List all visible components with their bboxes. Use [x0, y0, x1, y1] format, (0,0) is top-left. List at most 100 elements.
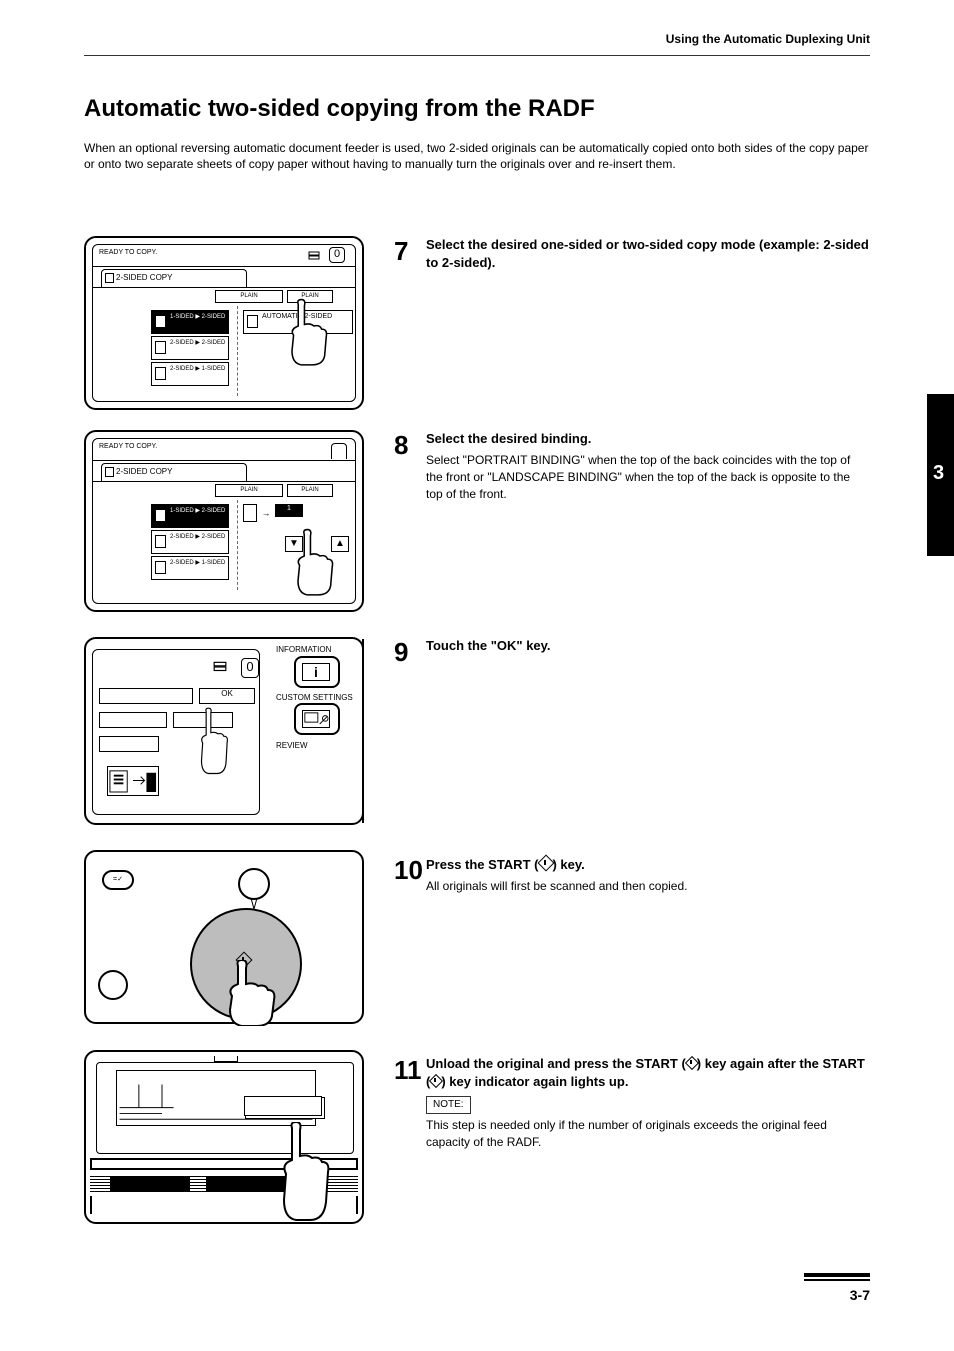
- step-lead: Select the desired binding.: [426, 430, 870, 448]
- lcd-tab: 2-SIDED COPY: [101, 269, 247, 287]
- step-number: 7: [394, 236, 408, 267]
- header-rule: [84, 55, 870, 56]
- running-header: Using the Automatic Duplexing Unit: [666, 32, 870, 46]
- lead-pre: Press the START (: [426, 857, 538, 872]
- custom-label: CUSTOM SETTINGS: [276, 694, 358, 701]
- page-number: 3-7: [850, 1287, 870, 1303]
- mode-btn-2to1[interactable]: 2-SIDED ▶ 1-SIDED: [151, 362, 229, 386]
- mode-btn-2to2[interactable]: 2-SIDED ▶ 2-SIDED: [151, 530, 229, 554]
- spinner-value: 1: [275, 504, 303, 517]
- section-title: Automatic two-sided copying from the RAD…: [84, 95, 595, 123]
- step-number: 11: [394, 1055, 422, 1086]
- paper-sheet-icon: [244, 1096, 322, 1116]
- settings-icon: [302, 710, 330, 728]
- edge-stripe: [362, 639, 364, 823]
- illustration-step-11: [84, 1050, 364, 1224]
- doc-icon: [105, 467, 114, 477]
- step-lead: Touch the "OK" key.: [426, 637, 870, 655]
- arrow-icon: →: [261, 504, 270, 518]
- counter-display: [331, 443, 347, 459]
- btn-label: 2-SIDED ▶ 2-SIDED: [170, 534, 225, 540]
- review-label: REVIEW: [276, 741, 358, 750]
- lcd-field: [99, 736, 159, 752]
- mode-btn-1to2[interactable]: 1-SIDED ▶ 2-SIDED: [151, 504, 229, 528]
- lead-pre: Unload the original and press the START …: [426, 1056, 686, 1071]
- lcd-tab: 2-SIDED COPY: [101, 463, 247, 481]
- doc-icon: [243, 504, 257, 522]
- tray-icon: [308, 249, 320, 261]
- start-icon: [430, 1076, 441, 1087]
- counter-display: 0: [241, 658, 259, 678]
- step-number: 9: [394, 637, 408, 668]
- step-body: All originals will first be scanned and …: [426, 878, 870, 895]
- step-lead: Select the desired one-sided or two-side…: [426, 236, 870, 272]
- btn-label: 2-SIDED ▶ 1-SIDED: [170, 560, 225, 566]
- paper-type-1: PLAIN: [215, 290, 283, 303]
- doc-stack-icon: [107, 766, 159, 796]
- hard-button-panel: INFORMATION i CUSTOM SETTINGS REVIEW: [276, 645, 358, 752]
- btn-label: 2-SIDED ▶ 1-SIDED: [170, 366, 225, 372]
- doc-icon: [105, 273, 114, 283]
- mode-btn-2to1[interactable]: 2-SIDED ▶ 1-SIDED: [151, 556, 229, 580]
- hand-pointer-icon: [266, 1122, 336, 1222]
- doc-icon: [155, 341, 166, 354]
- led-indicator: [238, 868, 270, 900]
- step-number: 10: [394, 855, 423, 886]
- intro-paragraph: When an optional reversing automatic doc…: [84, 140, 870, 172]
- illustration-step-10: =✓: [84, 850, 364, 1024]
- aux-button[interactable]: =✓: [102, 870, 134, 890]
- lcd-ready-text: READY TO COPY.: [99, 249, 157, 256]
- lcd-field: [99, 688, 193, 704]
- step-body: Select "PORTRAIT BINDING" when the top o…: [426, 452, 870, 502]
- info-label: INFORMATION: [276, 645, 358, 654]
- hand-pointer-icon: [276, 298, 336, 368]
- doc-icon: [247, 315, 258, 328]
- radf-notch: [214, 1056, 238, 1062]
- start-icon: [538, 857, 552, 871]
- step-number: 8: [394, 430, 408, 461]
- step-note: NOTE: This step is needed only if the nu…: [426, 1095, 870, 1151]
- divider: [237, 500, 238, 590]
- lcd-tab-label: 2-SIDED COPY: [116, 273, 172, 282]
- doc-icon: [155, 367, 166, 380]
- side-tab-num: 3: [933, 462, 944, 485]
- illustration-step-9: 0 OK INFORMATION i CUSTOM SETTINGS REVIE…: [84, 637, 364, 825]
- illustration-step-7: READY TO COPY. 0 2-SIDED COPY PLAIN PLAI…: [84, 236, 364, 410]
- doc-icon: [155, 315, 166, 328]
- hand-pointer-icon: [182, 707, 242, 777]
- hand-pointer-icon: [282, 528, 342, 598]
- lcd-tab-label: 2-SIDED COPY: [116, 467, 172, 476]
- mode-btn-2to2[interactable]: 2-SIDED ▶ 2-SIDED: [151, 336, 229, 360]
- btn-label: 1-SIDED ▶ 2-SIDED: [170, 508, 225, 514]
- note-label: NOTE:: [426, 1096, 471, 1114]
- lcd-ready-text: READY TO COPY.: [99, 443, 157, 450]
- aux-round-button[interactable]: [98, 970, 128, 1000]
- step-lead: Press the START ( ) key.: [426, 855, 870, 874]
- side-tab: 3: [927, 394, 954, 556]
- tray-icon: [213, 660, 227, 674]
- doc-icon: [155, 509, 166, 522]
- doc-icon: [155, 535, 166, 548]
- lead-post: ) key.: [552, 857, 584, 872]
- start-icon: [686, 1058, 697, 1069]
- divider: [237, 306, 238, 396]
- btn-label: 2-SIDED ▶ 2-SIDED: [170, 340, 225, 346]
- info-icon: i: [302, 663, 330, 681]
- ok-button[interactable]: OK: [199, 688, 255, 704]
- lead-post2: ) key indicator again lights up.: [441, 1074, 628, 1089]
- mode-btn-1to2[interactable]: 1-SIDED ▶ 2-SIDED: [151, 310, 229, 334]
- lcd-field: [99, 712, 167, 728]
- btn-label: 1-SIDED ▶ 2-SIDED: [170, 314, 225, 320]
- radf-slot: [110, 1176, 190, 1192]
- note-body: This step is needed only if the number o…: [426, 1118, 827, 1149]
- paper-type-1: PLAIN: [215, 484, 283, 497]
- information-button[interactable]: i: [294, 656, 340, 688]
- footer-ornament: [804, 1273, 870, 1281]
- illustration-step-8: READY TO COPY. 2-SIDED COPY PLAIN PLAIN …: [84, 430, 364, 612]
- paper-type-2: PLAIN: [287, 484, 333, 497]
- counter-display: 0: [329, 247, 345, 263]
- doc-icon: [155, 561, 166, 574]
- custom-settings-button[interactable]: [294, 703, 340, 735]
- hand-pointer-icon: [212, 960, 282, 1026]
- step-lead: Unload the original and press the START …: [426, 1055, 870, 1091]
